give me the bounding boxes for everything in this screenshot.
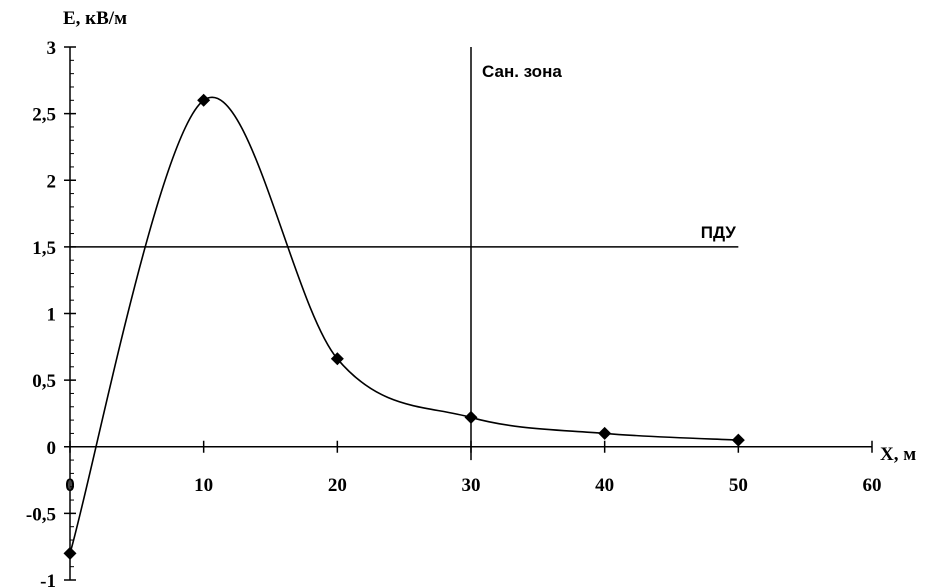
y-axis-title: E, кВ/м bbox=[63, 8, 127, 29]
y-tick-label: 1,5 bbox=[32, 238, 56, 259]
y-tick-label: 2 bbox=[47, 171, 57, 192]
reference-label-vertical: Сан. зона bbox=[482, 62, 562, 81]
reference-lines bbox=[70, 47, 739, 461]
data-point-marker bbox=[598, 426, 612, 440]
data-point-marker bbox=[731, 433, 745, 447]
x-tick-label: 0 bbox=[65, 475, 75, 496]
data-point-marker bbox=[330, 352, 344, 366]
axes bbox=[64, 46, 873, 581]
y-tick-label: 0,5 bbox=[32, 371, 56, 392]
data-point-marker bbox=[464, 410, 478, 424]
y-tick-label: -0,5 bbox=[26, 504, 56, 525]
y-tick-label: 3 bbox=[47, 38, 57, 59]
x-tick-label: 50 bbox=[729, 475, 748, 496]
x-tick-label: 60 bbox=[863, 475, 882, 496]
reference-label-horizontal: ПДУ bbox=[701, 223, 737, 242]
y-tick-label: 2,5 bbox=[32, 105, 56, 126]
y-tick-label: 1 bbox=[47, 305, 57, 326]
data-point-marker bbox=[197, 93, 211, 107]
x-tick-label: 30 bbox=[462, 475, 481, 496]
series-line bbox=[69, 96, 739, 554]
series bbox=[63, 93, 745, 560]
data-point-marker bbox=[63, 546, 77, 560]
x-tick-label: 10 bbox=[194, 475, 213, 496]
x-tick-label: 20 bbox=[328, 475, 347, 496]
y-tick-label: -1 bbox=[40, 571, 56, 588]
x-axis-title: X, м bbox=[880, 444, 916, 465]
labels: -1-0,500,511,522,530 10 20 30 40 50 60E, кВ/мX… bbox=[26, 8, 916, 588]
y-tick-label: 0 bbox=[47, 438, 57, 459]
x-tick-label: 40 bbox=[595, 475, 614, 496]
